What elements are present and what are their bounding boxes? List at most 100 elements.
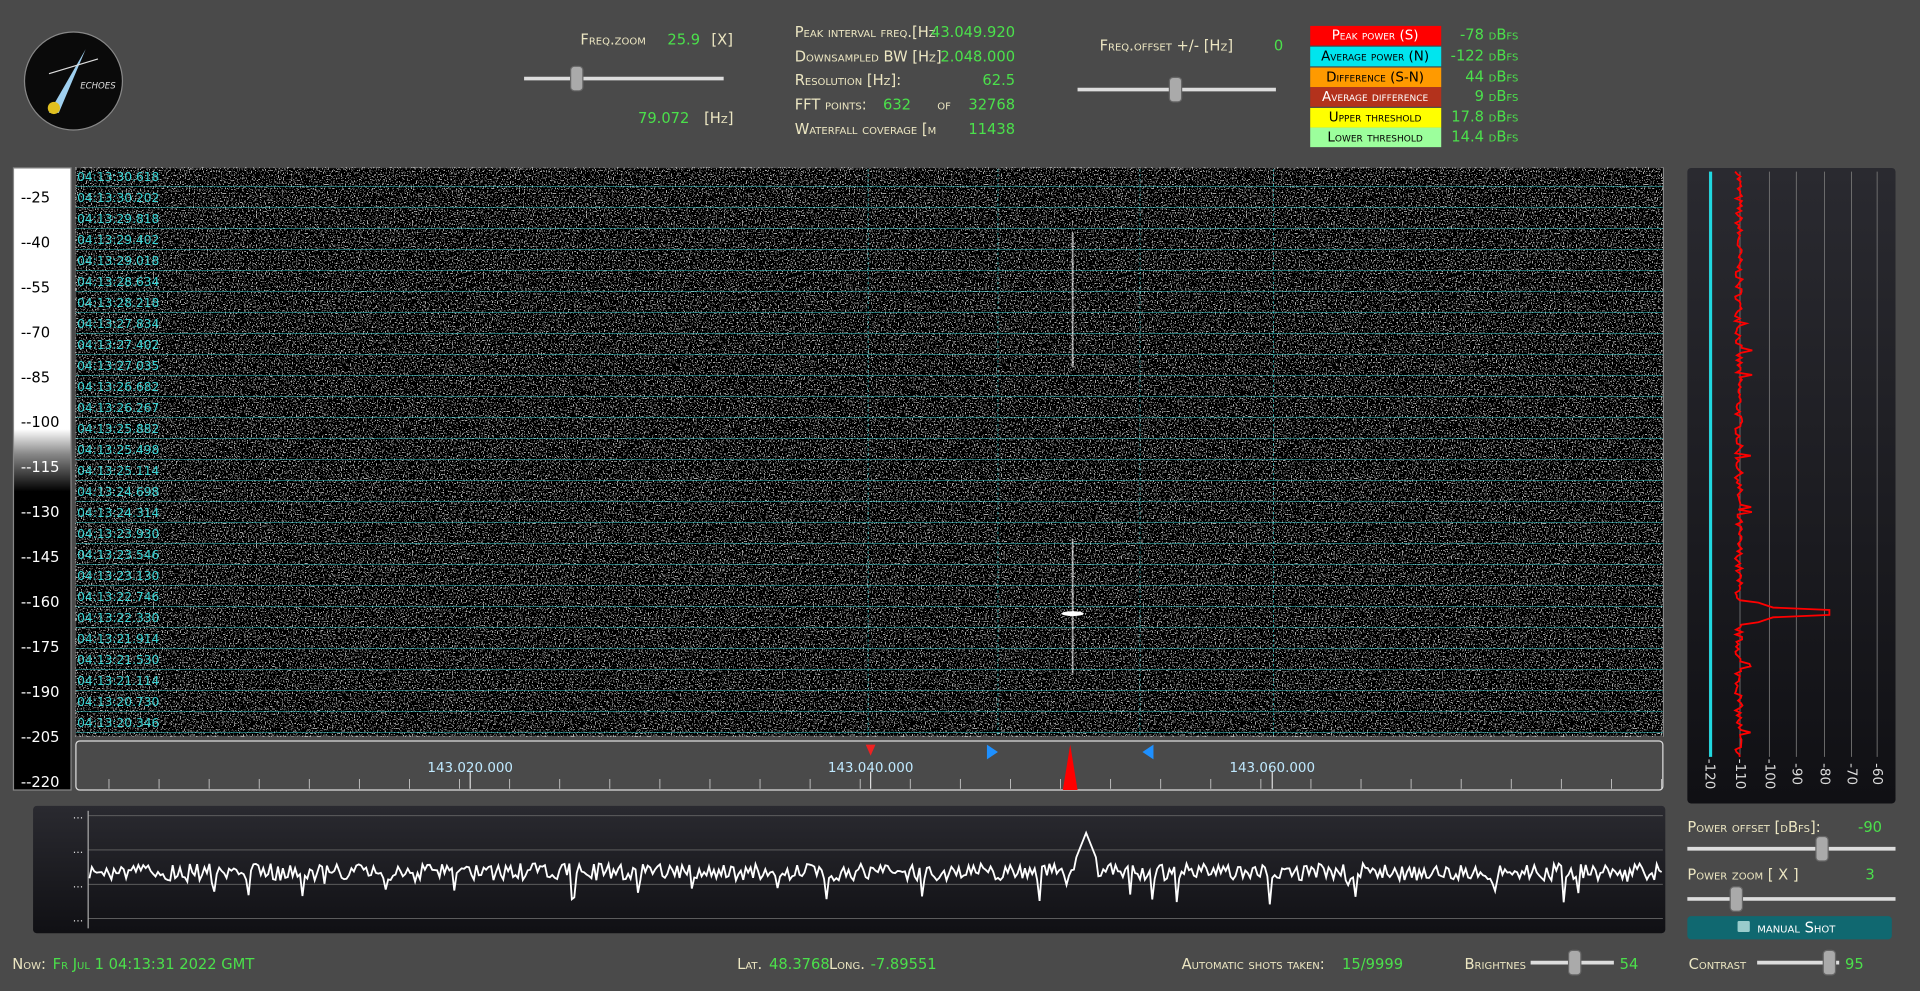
legend-box [1310, 25, 1442, 46]
freq-axis-label: 143.020.000 [427, 761, 513, 776]
color-scale [12, 167, 72, 791]
legend-value: -78 dBfs [1460, 27, 1518, 44]
power-axis-label: -70 [1843, 763, 1858, 785]
long-label: Long. [829, 956, 865, 973]
legend-label: Lower threshold [1327, 130, 1422, 145]
info-label: FFT points: [795, 97, 867, 114]
freq-offset-value: 0 [1274, 38, 1283, 55]
timestamp: 04:13:22.746 [77, 590, 159, 604]
freq-offset-slider-thumb[interactable] [1168, 76, 1183, 103]
timestamp: 04:13:28.634 [77, 275, 159, 289]
scale-label: --145 [21, 549, 60, 566]
button-icon [1737, 921, 1750, 933]
freq-zoom-unit: [X] [711, 32, 733, 49]
timestamp: 04:13:27.035 [77, 359, 159, 373]
scale-label: --100 [21, 414, 60, 431]
timestamp: 04:13:29.818 [77, 212, 159, 226]
timestamp: 04:13:26.682 [77, 380, 159, 394]
power-axis-label: -60 [1869, 763, 1884, 785]
scale-label: --205 [21, 729, 60, 746]
center-marker [865, 744, 876, 756]
timestamp: 04:13:24.698 [77, 485, 159, 499]
info-sep: of [937, 97, 951, 114]
timestamp: 04:13:21.914 [77, 632, 159, 646]
logo-dot [47, 101, 60, 115]
button-label: manual Shot [1757, 919, 1836, 936]
info-value: 62.5 [982, 72, 1015, 89]
scale-label: --70 [21, 324, 50, 341]
lat-label: Lat. [737, 956, 762, 973]
peak-marker [1062, 744, 1078, 790]
power-zoom-value: 3 [1865, 867, 1874, 884]
brightness-label: Brightnes [1464, 956, 1526, 973]
waterfall-noise [75, 167, 1663, 737]
power-offset-label: Power offset [dBfs]: [1687, 819, 1820, 836]
info-value: 43.049.920 [931, 24, 1015, 41]
timestamp: 04:13:25.114 [77, 464, 159, 478]
brightness-value: 54 [1620, 956, 1639, 973]
now-value: Fr Jul 1 04:13:31 2022 GMT [53, 956, 256, 973]
scale-label: --190 [21, 684, 60, 701]
legend-box [1310, 127, 1442, 148]
shots-value: 15/9999 [1342, 956, 1403, 973]
power-panel [1687, 167, 1896, 804]
scale-label: --85 [21, 369, 50, 386]
timestamp: 04:13:28.218 [77, 296, 159, 310]
timestamp: 04:13:21.530 [77, 653, 159, 667]
freq-zoom-value: 25.9 [667, 32, 700, 49]
freq-axis-panel [75, 740, 1664, 791]
legend-label: Peak power (S) [1332, 29, 1419, 44]
info-value: 11438 [968, 121, 1015, 138]
scale-label: --25 [21, 190, 50, 207]
signal-blob [1061, 611, 1084, 617]
scale-label: --220 [21, 774, 60, 791]
timestamp: 04:13:23.130 [77, 569, 159, 583]
timestamp: 04:13:25.882 [77, 422, 159, 436]
legend-value: -122 dBfs [1451, 48, 1519, 65]
power-offset-value: -90 [1858, 819, 1882, 836]
legend-value: 44 dBfs [1465, 68, 1518, 85]
info-label: Peak interval freq.[Hz [795, 24, 936, 41]
shots-label: Automatic shots taken: [1182, 956, 1325, 973]
timestamp: 04:13:27.834 [77, 317, 159, 331]
legend-value: 14.4 dBfs [1451, 128, 1518, 145]
brightness-slider-thumb[interactable] [1567, 949, 1582, 976]
power-axis-label: -100 [1761, 759, 1776, 790]
legend-label: Difference (S-N) [1326, 70, 1424, 85]
scale-label: --115 [21, 459, 60, 476]
legend-box [1310, 87, 1442, 107]
scale-label: --40 [21, 235, 50, 252]
scale-label: --55 [21, 279, 50, 296]
spectrum-trace [88, 830, 1663, 905]
timestamp: 04:13:20.346 [77, 716, 159, 730]
logo-line [48, 58, 99, 75]
info-value: 2.048.000 [940, 49, 1015, 66]
timestamp: 04:13:22.330 [77, 611, 159, 625]
power-axis-label: -90 [1788, 763, 1803, 785]
power-axis-label: -80 [1816, 763, 1831, 785]
power-zoom-label: Power zoom [ X ] [1687, 867, 1798, 884]
timestamp: 04:13:30.202 [77, 191, 159, 205]
logo-text: ECHOES [80, 81, 116, 91]
legend-label: Upper threshold [1329, 111, 1422, 126]
legend-box [1310, 46, 1442, 67]
legend-box [1310, 107, 1442, 128]
logo: ECHOES [23, 31, 124, 131]
power-trace [1732, 171, 1831, 758]
scale-label: --175 [21, 639, 60, 656]
freq-zoom-slider-thumb[interactable] [570, 65, 584, 92]
power-offset-slider-thumb[interactable] [1815, 835, 1829, 862]
contrast-slider-thumb[interactable] [1822, 949, 1837, 976]
freq-offset-label: Freq.offset +/- [Hz] [1100, 38, 1233, 55]
timestamp: 04:13:20.730 [77, 695, 159, 709]
info-label: Waterfall coverage [m [795, 121, 937, 138]
timestamp: 04:13:23.930 [77, 527, 159, 541]
freq-axis-label: 143.060.000 [1229, 761, 1315, 776]
band-marker-left [986, 744, 998, 760]
power-zoom-slider-thumb[interactable] [1729, 886, 1744, 912]
timestamp: 04:13:30.618 [77, 170, 159, 184]
legend-value: 17.8 dBfs [1451, 109, 1518, 126]
info-label: Resolution [Hz]: [795, 72, 902, 89]
lat-value: 48.3768 [769, 956, 830, 973]
